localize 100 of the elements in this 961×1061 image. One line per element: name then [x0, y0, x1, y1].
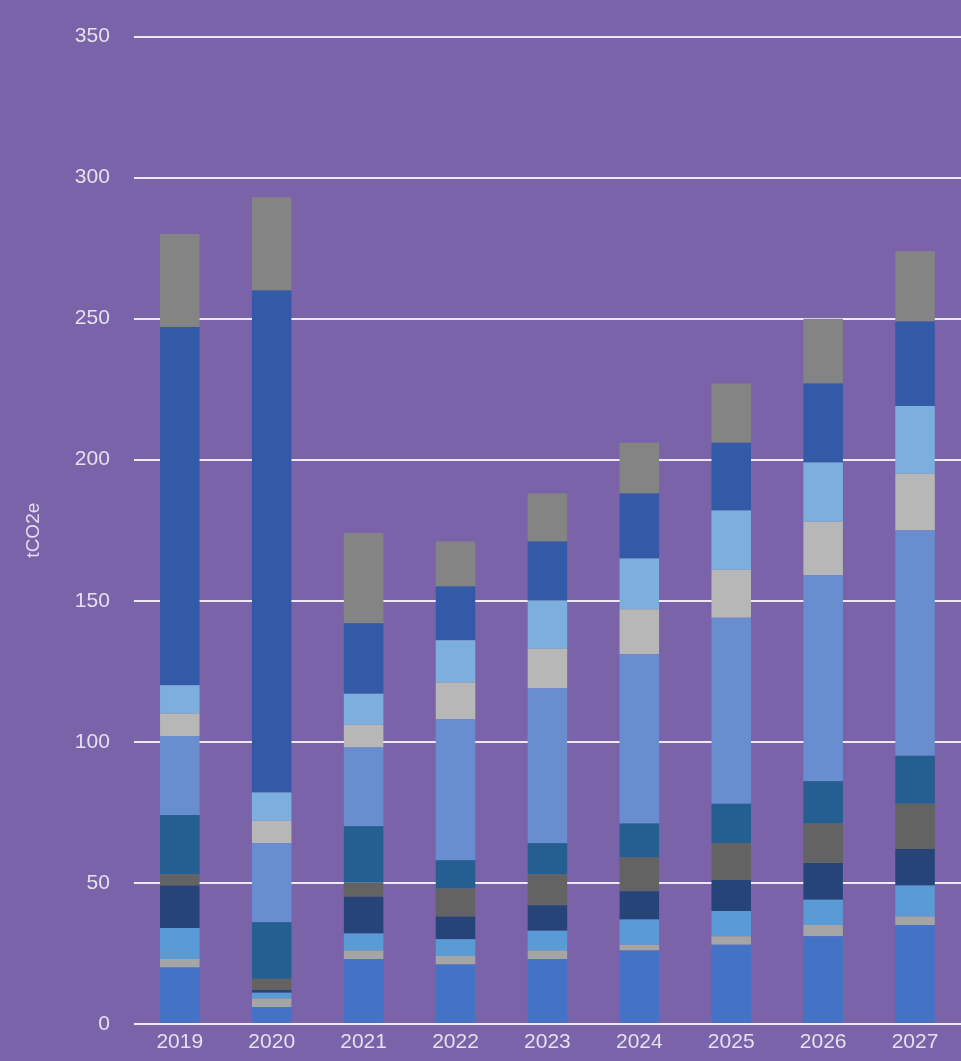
x-tick-label: 2021	[340, 1029, 387, 1053]
bar	[527, 950, 568, 959]
bar	[895, 530, 935, 756]
bar	[619, 891, 660, 920]
bar	[619, 558, 660, 610]
bar	[619, 919, 660, 945]
bar	[160, 327, 200, 686]
bar	[711, 617, 751, 804]
bar	[619, 823, 660, 858]
bar	[527, 843, 568, 875]
bar	[895, 473, 935, 531]
bar	[160, 234, 200, 328]
bar	[343, 933, 384, 951]
bar	[160, 713, 200, 737]
bar	[251, 978, 292, 990]
bar	[251, 197, 292, 291]
x-tick-label: 2025	[707, 1029, 755, 1053]
bar	[895, 925, 935, 1023]
bar	[435, 939, 476, 957]
bar	[251, 843, 292, 923]
bar	[435, 586, 476, 641]
bar	[711, 383, 751, 443]
bar	[343, 958, 384, 1023]
bar	[251, 290, 292, 793]
bar	[711, 879, 751, 911]
bar	[527, 958, 568, 1023]
bar	[527, 905, 568, 931]
bar	[435, 916, 476, 940]
bar	[251, 1006, 292, 1023]
bar	[803, 521, 843, 576]
bar	[435, 860, 476, 889]
bar	[343, 747, 384, 827]
bar	[435, 964, 476, 1023]
bar	[527, 688, 568, 844]
bar	[527, 493, 568, 542]
bar	[711, 910, 751, 937]
bar	[619, 950, 660, 1023]
bar	[803, 575, 843, 782]
bar	[619, 654, 660, 824]
bar	[803, 823, 843, 864]
y-tick-label: 350	[74, 23, 110, 47]
bar	[619, 493, 660, 559]
bar	[803, 781, 843, 824]
bar	[895, 250, 935, 322]
bar	[803, 318, 843, 384]
bar	[619, 442, 660, 494]
bar	[435, 541, 476, 587]
bar	[160, 958, 200, 968]
bar	[895, 885, 935, 917]
bar	[711, 510, 751, 570]
bar	[895, 755, 935, 804]
bar	[160, 874, 200, 886]
x-tick-label: 2023	[524, 1029, 571, 1053]
bar	[251, 820, 292, 844]
bar	[160, 815, 200, 875]
y-axis-title: tCO2e	[21, 502, 43, 558]
bar	[895, 803, 935, 849]
bar	[435, 719, 476, 861]
bar	[343, 950, 384, 959]
y-tick-label: 50	[86, 869, 110, 893]
bar	[803, 383, 843, 463]
x-tick-label: 2027	[891, 1029, 939, 1053]
bar	[251, 922, 292, 979]
bar	[343, 826, 384, 883]
bar	[251, 989, 292, 993]
x-tick-label: 2020	[248, 1029, 296, 1053]
bar	[527, 600, 568, 649]
x-tick-label: 2024	[615, 1029, 663, 1053]
bar	[160, 885, 200, 928]
bar	[711, 843, 751, 880]
y-tick-label: 150	[74, 587, 110, 611]
bar	[803, 863, 843, 900]
y-tick-label: 300	[74, 164, 110, 188]
bar	[803, 899, 843, 926]
bar	[160, 736, 200, 816]
bar	[160, 967, 200, 1023]
bar	[343, 882, 384, 897]
x-tick-label: 2026	[799, 1029, 847, 1053]
bar	[251, 998, 292, 1007]
bar	[895, 321, 935, 407]
bar	[711, 569, 751, 618]
bar	[343, 724, 384, 748]
bar	[711, 936, 751, 945]
x-tick-label: 2019	[156, 1029, 204, 1053]
bar	[435, 640, 476, 683]
x-tick-label: 2022	[432, 1029, 479, 1053]
bar	[711, 944, 751, 1023]
bar	[711, 803, 751, 844]
bar	[895, 406, 935, 474]
bar	[527, 648, 568, 689]
bar	[527, 930, 568, 951]
y-tick-label: 250	[74, 305, 110, 329]
bar	[435, 682, 476, 720]
y-tick-label: 100	[74, 728, 110, 752]
bar	[619, 857, 660, 892]
bar	[343, 896, 384, 934]
bar	[803, 936, 843, 1023]
bar	[435, 888, 476, 917]
bar	[343, 693, 384, 725]
bar	[343, 533, 384, 624]
